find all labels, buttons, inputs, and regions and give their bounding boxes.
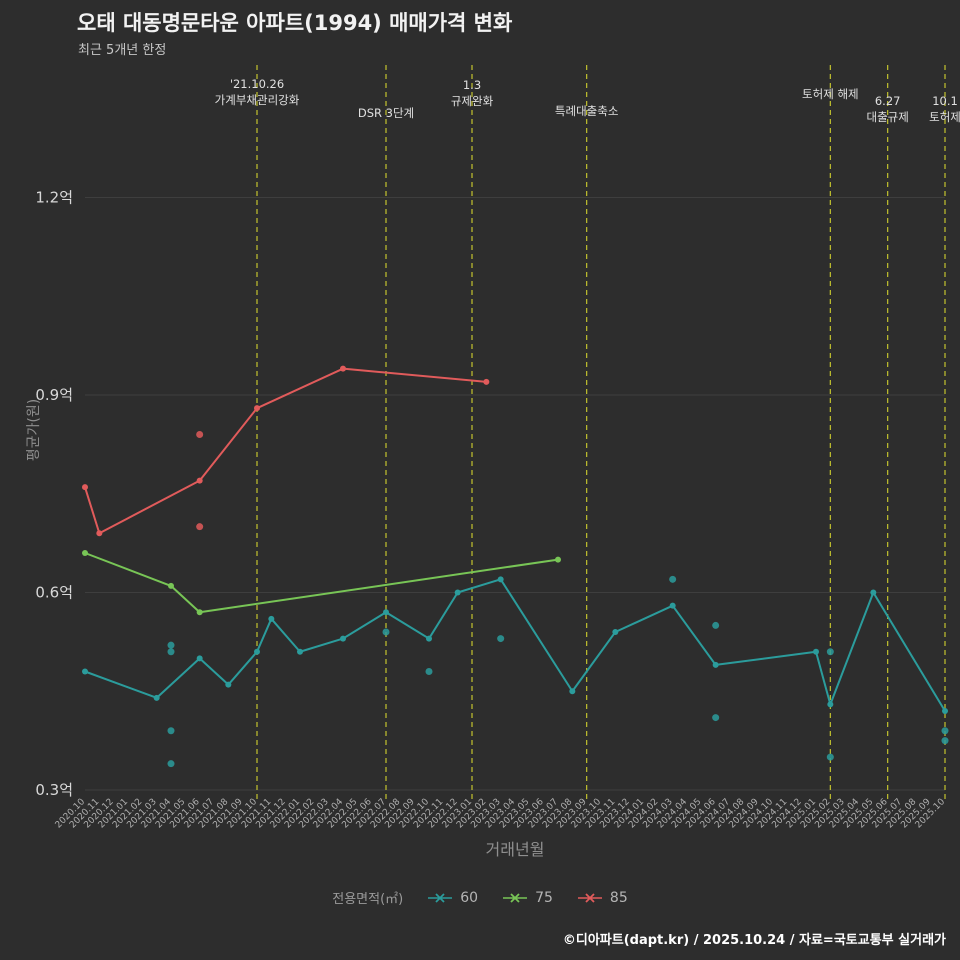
transaction-dot bbox=[669, 575, 677, 583]
event-label: '21.10.26 bbox=[230, 77, 284, 91]
series-point bbox=[340, 365, 346, 372]
series-point bbox=[340, 635, 346, 642]
series-point bbox=[153, 694, 160, 701]
series-point bbox=[942, 708, 948, 715]
series-point bbox=[196, 655, 203, 662]
series-point bbox=[297, 648, 303, 655]
series-point bbox=[82, 550, 88, 557]
event-label: 특례대출축소 bbox=[555, 104, 618, 118]
series-point bbox=[569, 688, 576, 695]
event-label: 6.27 bbox=[875, 94, 901, 108]
legend-item-85: 85 bbox=[577, 890, 628, 906]
transaction-dot bbox=[167, 760, 175, 768]
y-tick-label: 0.6억 bbox=[35, 584, 73, 602]
legend-item-85-label: 85 bbox=[609, 889, 628, 906]
legend-item-75-label: 75 bbox=[535, 889, 553, 906]
transaction-dot bbox=[167, 727, 175, 735]
series-point bbox=[555, 556, 561, 563]
series-point bbox=[497, 576, 504, 583]
series-point bbox=[196, 477, 203, 484]
legend-item-75: 75 bbox=[502, 890, 553, 906]
transaction-dot bbox=[382, 628, 390, 636]
series-point bbox=[268, 615, 275, 622]
x-axis-labels: 2020.102020.112020.122021.012021.022021.… bbox=[54, 797, 948, 831]
grid-and-y-axis: 0.3억 0.6억 0.9억 1.2억 bbox=[35, 189, 945, 799]
series-point bbox=[82, 484, 88, 491]
y-tick-label: 0.9억 bbox=[35, 386, 73, 404]
series-point bbox=[254, 405, 260, 412]
series-point bbox=[454, 589, 461, 596]
y-tick-label: 1.2억 bbox=[35, 189, 73, 207]
transaction-dot bbox=[497, 635, 505, 643]
series-point bbox=[827, 701, 834, 708]
series-point bbox=[383, 609, 389, 616]
series-point bbox=[483, 378, 490, 385]
event-label: 규제완화 bbox=[451, 94, 494, 108]
series-point bbox=[196, 609, 203, 616]
series-line-85 bbox=[84, 367, 487, 535]
legend-item-60-label: 60 bbox=[460, 889, 479, 906]
footer-credit: ©디아파트(dapt.kr) / 2025.10.24 / 자료=국토교통부 실… bbox=[562, 933, 946, 948]
legend-marker-75-icon bbox=[503, 892, 528, 903]
series-point bbox=[82, 668, 88, 675]
transaction-dot bbox=[196, 431, 204, 439]
transaction-dot bbox=[167, 641, 175, 649]
series-point bbox=[612, 629, 619, 636]
event-label: 10.1 bbox=[932, 94, 958, 108]
series-line-75 bbox=[84, 552, 559, 614]
transaction-dot bbox=[712, 714, 720, 722]
event-label: 토허제 bbox=[929, 110, 960, 124]
event-label: 가계부채관리강화 bbox=[215, 93, 300, 107]
series-point bbox=[168, 582, 174, 589]
series-point bbox=[225, 681, 232, 688]
series-point bbox=[813, 648, 819, 655]
chart-title: 오태 대동명문타운 아파트(1994) 매매가격 변화 bbox=[77, 11, 513, 35]
event-label: DSR 3단계 bbox=[358, 106, 414, 120]
transaction-dot bbox=[167, 648, 175, 656]
series-point bbox=[712, 661, 719, 668]
transaction-dot bbox=[826, 648, 834, 656]
chart-legend: 전용면적(㎡) 60 75 85 bbox=[0, 888, 960, 908]
series-point bbox=[254, 648, 260, 655]
series-point bbox=[870, 589, 877, 596]
event-label: 1.3 bbox=[463, 78, 481, 92]
series-line-60 bbox=[84, 578, 946, 712]
transaction-dot bbox=[941, 737, 949, 745]
transaction-dot bbox=[826, 753, 834, 761]
series-point bbox=[96, 530, 103, 537]
series-point bbox=[426, 635, 432, 642]
transaction-scatter bbox=[167, 431, 949, 768]
event-label: 대출규제 bbox=[867, 110, 909, 124]
y-tick-label: 0.3억 bbox=[35, 781, 73, 799]
y-axis-title: 평균가(원) bbox=[26, 398, 42, 462]
series-lines bbox=[82, 365, 948, 715]
legend-title: 전용면적(㎡) bbox=[332, 892, 404, 907]
chart-subtitle: 최근 5개년 한정 bbox=[78, 43, 167, 58]
series-point bbox=[669, 602, 676, 609]
transaction-dot bbox=[712, 621, 720, 629]
transaction-dot bbox=[941, 727, 949, 735]
transaction-dot bbox=[196, 523, 204, 531]
price-chart-canvas: 0.3억 0.6억 0.9억 1.2억 2020.102020.112020.12202… bbox=[35, 65, 960, 831]
transaction-dot bbox=[425, 668, 433, 676]
legend-item-60: 60 bbox=[427, 890, 478, 906]
legend-marker-60-icon bbox=[428, 892, 453, 903]
x-axis-title: 거래년월 bbox=[485, 840, 545, 859]
event-label: 토허제 해제 bbox=[802, 87, 859, 101]
legend-marker-85-icon bbox=[577, 892, 602, 903]
